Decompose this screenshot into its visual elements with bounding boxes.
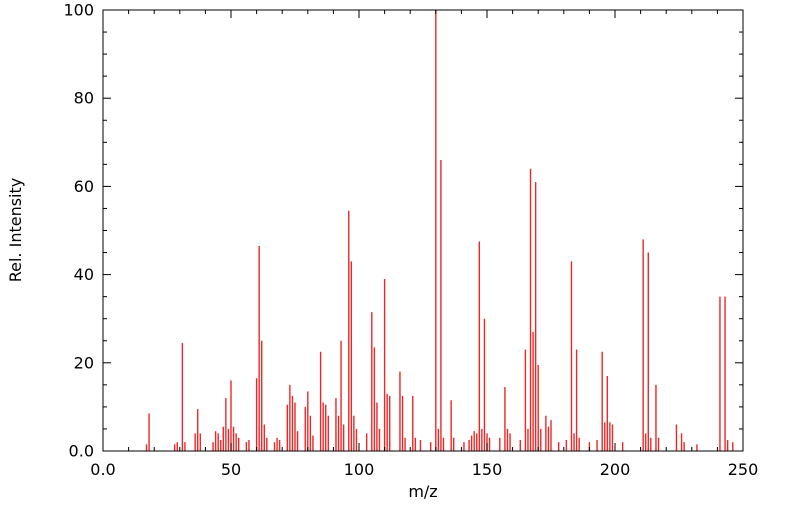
x-tick-label: 250 <box>728 460 759 479</box>
y-tick-label: 60 <box>74 177 94 196</box>
y-axis-label: Rel. Intensity <box>6 178 25 283</box>
x-axis-label: m/z <box>408 482 437 501</box>
y-tick-label: 80 <box>74 89 94 108</box>
y-tick-label: 20 <box>74 353 94 372</box>
x-tick-label: 0.0 <box>90 460 115 479</box>
x-tick-label: 200 <box>600 460 631 479</box>
x-tick-label: 50 <box>221 460 241 479</box>
y-tick-label: 40 <box>74 265 94 284</box>
plot-frame <box>102 9 744 452</box>
y-tick-label: 0.0 <box>69 442 94 461</box>
y-tick-label: 100 <box>63 1 94 20</box>
x-tick-label: 150 <box>472 460 503 479</box>
plot-dynamic-layer: 0.0 50 100 150 200 250 0.0 20 40 60 80 100 <box>63 1 758 480</box>
x-tick-label: 100 <box>344 460 375 479</box>
